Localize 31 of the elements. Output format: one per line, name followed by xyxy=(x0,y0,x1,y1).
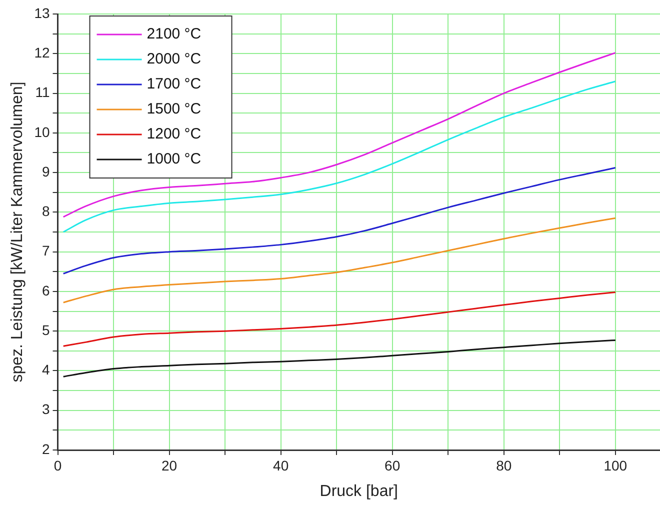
line-series xyxy=(62,292,616,347)
legend-label: 1000 °C xyxy=(146,150,202,168)
legend-label: 2000 °C xyxy=(146,50,202,68)
y-tick-label: 3 xyxy=(42,401,50,418)
y-tick-label: 2 xyxy=(42,440,50,457)
y-tick-label: 12 xyxy=(34,44,50,60)
y-tick-label: 13 xyxy=(34,4,50,21)
line-series xyxy=(62,217,616,304)
y-tick-label: 11 xyxy=(35,84,50,100)
x-axis-title: Druck [bar] xyxy=(320,482,398,500)
legend-label: 1200 °C xyxy=(146,126,202,143)
y-tick-label: 10 xyxy=(34,124,50,140)
y-tick-label: 6 xyxy=(42,282,50,298)
y-tick-label: 7 xyxy=(42,242,50,259)
x-tick-label: 20 xyxy=(162,457,178,474)
y-axis-title: spez. Leistung [kW/Liter Kammervolumen] xyxy=(9,82,26,382)
x-tick-label: 40 xyxy=(273,457,289,474)
x-tick-label: 0 xyxy=(54,457,62,474)
legend-label: 1700 °C xyxy=(146,76,202,93)
line-series xyxy=(62,339,616,378)
legend-label: 1500 °C xyxy=(146,100,202,118)
y-tick-label: 8 xyxy=(42,203,50,220)
legend-label: 2100 °C xyxy=(146,26,202,43)
line-series xyxy=(62,52,616,218)
x-tick-label: 60 xyxy=(384,457,400,474)
x-tick-label: 80 xyxy=(496,457,512,474)
y-tick-label: 4 xyxy=(42,362,50,378)
y-tick-label: 5 xyxy=(42,322,50,338)
x-tick-label: 100 xyxy=(604,457,628,474)
line-series xyxy=(62,167,616,274)
y-tick-label: 9 xyxy=(42,163,50,180)
